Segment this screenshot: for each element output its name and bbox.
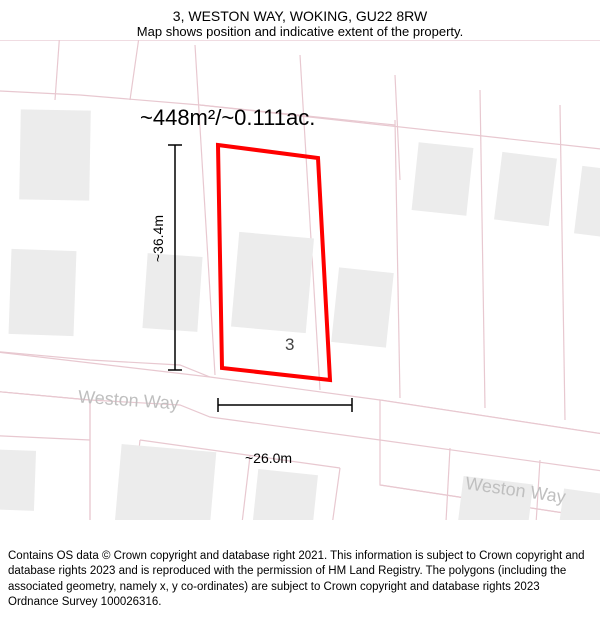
- map-area: ~448m²/~0.111ac. ~36.4m ~26.0m Weston Wa…: [0, 40, 600, 520]
- plot-number: 3: [285, 335, 294, 355]
- horizontal-dimension-label: ~26.0m: [245, 450, 292, 466]
- page-title: 3, WESTON WAY, WOKING, GU22 8RW: [0, 8, 600, 24]
- vertical-dimension-label: ~36.4m: [150, 215, 166, 262]
- copyright-footer: Contains OS data © Crown copyright and d…: [0, 543, 600, 625]
- area-measurement: ~448m²/~0.111ac.: [140, 105, 315, 131]
- page-subtitle: Map shows position and indicative extent…: [0, 24, 600, 39]
